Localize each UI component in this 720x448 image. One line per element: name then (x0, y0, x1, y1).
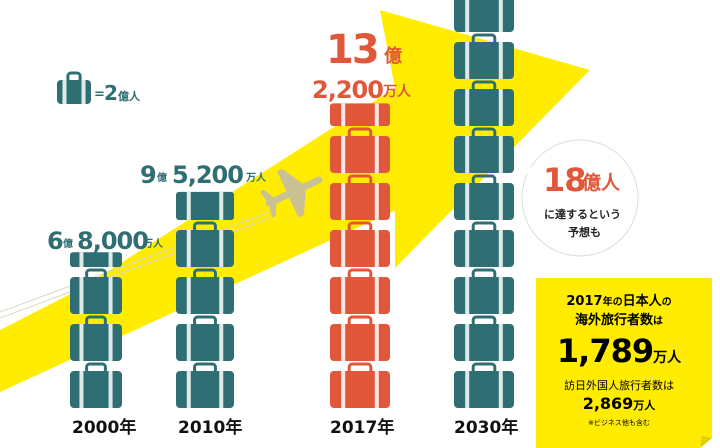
value-label-2000-oku-num: 6 (47, 227, 64, 255)
note-outbound-particle: は (653, 316, 663, 327)
note-line-2: 海外旅行者数は (536, 309, 702, 328)
suitcase-icon (57, 71, 91, 104)
forecast-line1: に達するという (544, 208, 621, 221)
note-line-4: 訪日外国人旅行者数は (564, 379, 674, 392)
year-label-2030: 2030年 (454, 418, 519, 438)
legend-suitcase-icon (57, 71, 91, 104)
value-label-2000-oku: 億 (63, 239, 73, 250)
note-line-3: 1,789万人 (536, 332, 702, 370)
year-label-2017: 2017年 (330, 418, 395, 438)
note-year-suffix: 年の (602, 297, 623, 308)
suitcase-icon (454, 127, 514, 173)
value-label-2010-man-num: 5,200 (172, 161, 244, 189)
suitcase-icon (330, 127, 390, 173)
suitcase-icon (330, 362, 390, 408)
note-japanese: 日本人 (622, 294, 662, 309)
suitcase-icon (176, 221, 234, 267)
note-inbound-unit: 万人 (633, 399, 656, 412)
note-outbound-number: 1,789 (556, 332, 654, 370)
suitcase-icon (454, 268, 514, 314)
airplane-icon (259, 168, 323, 218)
suitcase-icon (70, 362, 122, 408)
value-label-2010-oku-num: 9 (140, 161, 157, 189)
value-label-2010-oku: 億 (157, 173, 167, 184)
suitcase-partial-icon (330, 103, 390, 126)
forecast-bubble (521, 139, 639, 257)
value-label-2017-unit: 万人 (383, 84, 411, 100)
suitcase-icon (330, 174, 390, 220)
value-label-2000-man-num: 8,000 (77, 227, 149, 255)
contrail-line (0, 211, 271, 313)
suitcase-column-3 (454, 0, 514, 408)
value-label-2010-unit: 万人 (246, 173, 266, 184)
suitcase-icon (454, 221, 514, 267)
year-label-2000: 2000年 (72, 418, 137, 438)
value-label-2017-man-num: 2,200 (312, 76, 384, 104)
suitcase-icon (454, 362, 514, 408)
note-outbound-label: 海外旅行者数 (574, 313, 653, 328)
suitcase-icon (330, 221, 390, 267)
note-box (536, 278, 712, 448)
suitcase-icon (454, 174, 514, 220)
suitcase-icon (330, 268, 390, 314)
suitcase-icon (176, 362, 234, 408)
suitcase-partial-icon (70, 252, 122, 267)
suitcase-icon (70, 315, 122, 361)
suitcase-column-2 (330, 103, 390, 408)
suitcase-columns (70, 0, 514, 408)
legend-unit: 億人 (118, 90, 140, 103)
note-footnote: ※ビジネス他も含む (588, 419, 650, 427)
suitcase-icon (70, 268, 122, 314)
suitcase-column-1 (176, 191, 234, 408)
value-label-2000-unit: 万人 (143, 239, 163, 250)
note-inbound-number: 2,869 (582, 394, 634, 413)
note-line-5: 2,869万人 (536, 394, 702, 413)
legend-eq: = (94, 87, 105, 102)
value-label-2017-oku: 億 (384, 46, 402, 67)
suitcase-partial-icon (176, 191, 234, 220)
suitcase-icon (454, 315, 514, 361)
legend-number: 2 (104, 81, 118, 105)
year-label-2010: 2010年 (178, 418, 243, 438)
note-particle: の (661, 297, 672, 308)
note-year: 2017 (566, 294, 603, 309)
value-label-2017-oku-num: 13 (326, 27, 380, 73)
suitcase-icon (330, 315, 390, 361)
suitcase-icon (454, 33, 514, 79)
forecast-number: 18 (543, 161, 587, 199)
forecast-line2: 予想も (568, 226, 601, 239)
suitcase-icon (176, 268, 234, 314)
note-outbound-unit: 万人 (653, 350, 682, 366)
suitcase-column-0 (70, 252, 122, 408)
suitcase-icon (454, 80, 514, 126)
note-line-1: 2017年の日本人の (536, 290, 702, 309)
forecast-unit: 億人 (582, 172, 621, 194)
suitcase-icon (176, 315, 234, 361)
suitcase-icon (454, 0, 514, 32)
